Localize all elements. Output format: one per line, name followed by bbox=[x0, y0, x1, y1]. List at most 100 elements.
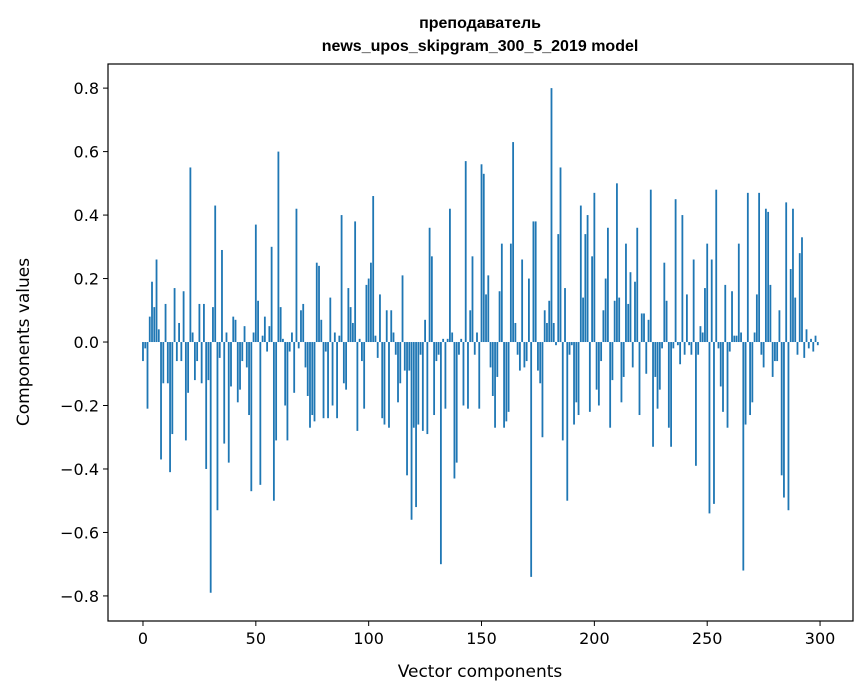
bar bbox=[374, 335, 377, 343]
bar bbox=[697, 342, 700, 355]
bar bbox=[722, 342, 724, 412]
bar bbox=[333, 332, 336, 343]
bar bbox=[426, 342, 429, 435]
bar bbox=[467, 342, 469, 409]
bar bbox=[392, 332, 395, 343]
x-tick-label: 150 bbox=[466, 629, 497, 648]
bar bbox=[735, 335, 738, 343]
bar bbox=[557, 234, 560, 343]
bar bbox=[142, 342, 144, 362]
bar bbox=[622, 342, 625, 377]
bar bbox=[347, 288, 350, 343]
bar bbox=[683, 342, 686, 355]
bar bbox=[166, 342, 169, 384]
bar bbox=[634, 281, 636, 343]
x-tick-label: 250 bbox=[692, 629, 723, 648]
bar bbox=[749, 342, 751, 416]
y-tick-label: −0.2 bbox=[60, 396, 99, 415]
bar bbox=[216, 342, 219, 511]
y-tick-label: −0.8 bbox=[60, 587, 99, 606]
bar bbox=[363, 342, 366, 409]
bar bbox=[740, 332, 742, 343]
bar bbox=[676, 342, 679, 346]
bar bbox=[480, 164, 483, 343]
bar bbox=[342, 342, 345, 384]
bar bbox=[153, 307, 156, 343]
bar bbox=[577, 342, 580, 416]
bar bbox=[584, 234, 587, 343]
bar bbox=[338, 335, 341, 343]
bar bbox=[681, 215, 684, 343]
bar bbox=[505, 342, 508, 422]
bar bbox=[367, 278, 370, 343]
bar bbox=[254, 224, 257, 343]
bar bbox=[169, 342, 171, 473]
bar bbox=[349, 307, 352, 343]
bar bbox=[661, 342, 663, 349]
bar bbox=[491, 342, 494, 396]
bar bbox=[462, 342, 465, 406]
y-axis-label: Components values bbox=[14, 258, 34, 426]
bar bbox=[521, 259, 524, 343]
bar bbox=[315, 262, 318, 343]
bar bbox=[541, 342, 544, 438]
bar bbox=[270, 246, 273, 343]
bar bbox=[546, 322, 548, 343]
bar bbox=[324, 342, 327, 352]
bar bbox=[408, 342, 411, 371]
bar bbox=[205, 342, 208, 469]
bar bbox=[313, 342, 316, 422]
bar bbox=[794, 297, 797, 343]
bar bbox=[771, 342, 774, 377]
bar bbox=[695, 342, 697, 466]
bar bbox=[762, 342, 765, 368]
bar bbox=[776, 342, 779, 362]
bar bbox=[248, 342, 250, 416]
bar bbox=[175, 342, 178, 362]
bar bbox=[701, 332, 704, 343]
bar bbox=[500, 243, 503, 343]
bar bbox=[460, 338, 463, 343]
x-tick-label: 300 bbox=[805, 629, 836, 648]
bar bbox=[672, 342, 675, 349]
bar bbox=[658, 342, 661, 390]
bar bbox=[767, 211, 770, 343]
bar bbox=[537, 342, 539, 371]
bar bbox=[665, 300, 668, 343]
bar bbox=[789, 269, 792, 343]
bar bbox=[803, 342, 806, 358]
bar bbox=[284, 342, 287, 406]
bar bbox=[579, 205, 582, 343]
bar bbox=[627, 303, 630, 343]
bar bbox=[706, 243, 709, 343]
bar bbox=[198, 303, 201, 343]
bar bbox=[629, 272, 632, 343]
bar bbox=[751, 342, 754, 403]
bar bbox=[810, 338, 812, 343]
bar bbox=[564, 288, 566, 343]
bar bbox=[593, 192, 596, 343]
bar bbox=[570, 342, 573, 346]
bar bbox=[647, 319, 650, 343]
x-tick-label: 50 bbox=[246, 629, 266, 648]
bar bbox=[300, 310, 302, 343]
bar bbox=[482, 173, 485, 343]
bar bbox=[227, 342, 230, 463]
bar bbox=[728, 342, 731, 352]
bar bbox=[272, 342, 275, 501]
bar bbox=[257, 300, 259, 343]
bar bbox=[783, 342, 785, 498]
bar bbox=[187, 342, 190, 393]
bar bbox=[419, 342, 422, 355]
bar bbox=[394, 342, 397, 355]
chart-title-line-2: news_upos_skipgram_300_5_2019 model bbox=[322, 38, 639, 55]
bar bbox=[487, 275, 490, 343]
bar bbox=[685, 294, 688, 343]
bar bbox=[631, 342, 634, 368]
bar bbox=[354, 221, 357, 343]
bar bbox=[241, 342, 244, 362]
bar bbox=[370, 262, 372, 343]
bar bbox=[302, 303, 305, 343]
bar bbox=[444, 342, 447, 409]
bar bbox=[376, 342, 379, 358]
